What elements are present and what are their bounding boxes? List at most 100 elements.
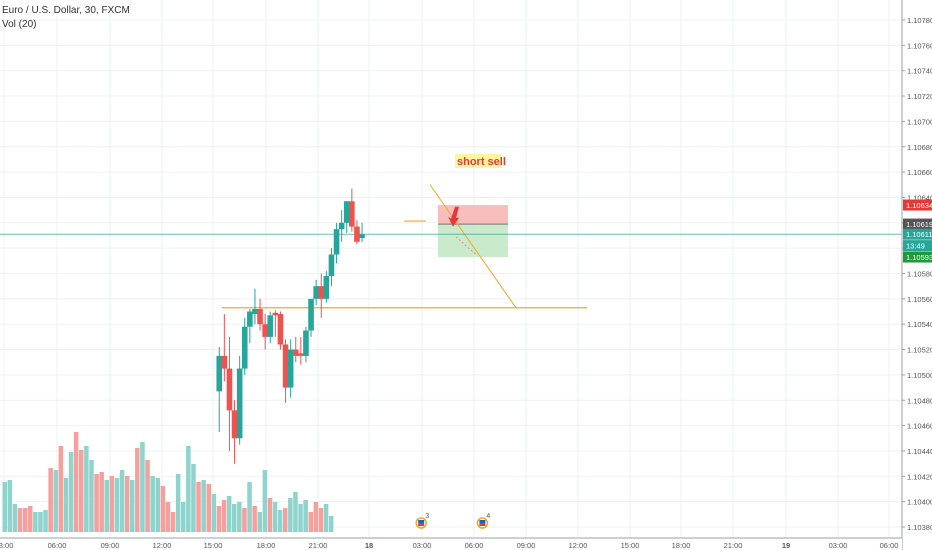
- volume-indicator-title[interactable]: Vol (20): [2, 19, 37, 30]
- volume-bar: [33, 512, 38, 532]
- price-tick-label: 1.10680: [907, 143, 932, 152]
- price-tick-label: 1.10660: [907, 168, 932, 177]
- time-tick-label: 21:00: [309, 541, 328, 550]
- event-marker[interactable]: 3: [415, 513, 429, 529]
- price-tick-label: 1.10420: [907, 472, 932, 481]
- volume-bar: [206, 484, 211, 532]
- volume-bar: [89, 460, 94, 532]
- time-tick-label: 12:00: [569, 541, 588, 550]
- volume-bar: [160, 486, 166, 532]
- price-tag-background: [903, 218, 932, 230]
- symbol-title[interactable]: Euro / U.S. Dollar, 30, FXCM: [2, 5, 130, 16]
- volume-bar: [68, 452, 74, 532]
- flag-stripe: [479, 520, 486, 523]
- candle-body: [349, 201, 355, 227]
- volume-bar: [298, 504, 303, 532]
- candle-body: [338, 222, 345, 230]
- volume-bar: [145, 460, 150, 532]
- time-tick-label: 06:00: [880, 541, 899, 550]
- volume-bar: [242, 508, 247, 532]
- flag-stripe: [418, 520, 425, 523]
- volume-bar: [53, 470, 58, 532]
- time-tick-label: 19: [782, 541, 790, 550]
- time-tick-label: 15:00: [621, 541, 640, 550]
- price-tag-label: 1.10634: [906, 201, 932, 210]
- volume-bar: [12, 504, 18, 532]
- price-tag-background: [903, 240, 932, 252]
- candle-body: [354, 226, 360, 242]
- volume-bar: [313, 502, 319, 532]
- price-tick-label: 1.10380: [907, 523, 932, 532]
- candle-body: [282, 344, 289, 388]
- price-tick-label: 1.10760: [907, 41, 932, 50]
- price-tick-label: 1.10500: [907, 371, 932, 380]
- volume-bar: [73, 432, 79, 532]
- time-tick-label: 09:00: [101, 541, 120, 550]
- volume-bar: [84, 446, 89, 532]
- volume-bar: [221, 500, 227, 532]
- volume-bar: [155, 478, 160, 532]
- volume-bar: [328, 516, 334, 532]
- volume-bar: [43, 510, 48, 532]
- event-count-badge: 3: [425, 513, 429, 520]
- time-tick-label: 06:00: [465, 541, 484, 550]
- candle-body: [241, 326, 248, 369]
- volume-bar: [119, 470, 125, 532]
- price-axis: 1.10780 1.10760 1.10740 1.10720 1.10700 1.106…: [901, 0, 932, 550]
- price-tick-label: 1.10720: [907, 92, 932, 101]
- price-tag-last: 1.10611: [903, 228, 932, 240]
- candle-body: [277, 314, 284, 345]
- volume-bar: [303, 500, 308, 532]
- price-tick-label: 1.10640: [907, 193, 932, 202]
- volume-bar: [165, 502, 171, 532]
- event-marker[interactable]: 4: [476, 513, 490, 529]
- candle-body: [216, 355, 223, 392]
- volume-bar: [272, 502, 278, 532]
- volume-bar: [22, 508, 28, 532]
- time-tick-label: 15:00: [204, 541, 223, 550]
- volume-bar: [109, 476, 115, 532]
- volume-bar: [226, 496, 232, 532]
- time-tick-label: 18:00: [257, 541, 276, 550]
- volume-bar: [38, 512, 43, 532]
- price-tag-background: [903, 251, 932, 263]
- volume-bar: [114, 478, 120, 532]
- price-tag-background: [903, 199, 932, 211]
- candles: [216, 188, 365, 464]
- time-tick-label: 18: [365, 541, 373, 550]
- candle-body: [247, 311, 253, 327]
- candle-body: [298, 353, 304, 356]
- volume-bar: [186, 446, 191, 532]
- candle-body: [318, 286, 325, 299]
- trendline: [429, 184, 517, 309]
- volume-bar: [323, 504, 329, 532]
- candle-body: [308, 298, 314, 331]
- volume-bar: [288, 498, 293, 532]
- candle-body: [262, 324, 268, 337]
- time-tick-label: 21:00: [724, 541, 743, 550]
- price-tick-label: 1.10780: [907, 16, 932, 25]
- price-tick-label: 1.10460: [907, 422, 932, 431]
- volume-bar: [252, 506, 257, 532]
- candle-body: [292, 349, 299, 356]
- candle-body: [359, 234, 365, 239]
- volume-bar: [216, 506, 222, 532]
- grid: [0, 0, 902, 538]
- price-tick-label: 1.10400: [907, 498, 932, 507]
- projection-line: [455, 236, 477, 255]
- candle-body: [313, 286, 319, 299]
- time-tick-label: 03:00: [413, 541, 432, 550]
- legend: Euro / U.S. Dollar, 30, FXCM Vol (20): [2, 4, 130, 32]
- volume-bar: [191, 464, 196, 532]
- volume-bar: [130, 480, 135, 532]
- volume-bar: [247, 482, 252, 532]
- price-tag-label: 13:49: [906, 242, 925, 251]
- volume-bar: [124, 476, 130, 532]
- price-tag-timer: 13:49: [903, 240, 932, 252]
- annotation-background: [455, 154, 502, 168]
- price-tag-background: [903, 228, 932, 240]
- candle-body: [287, 349, 294, 388]
